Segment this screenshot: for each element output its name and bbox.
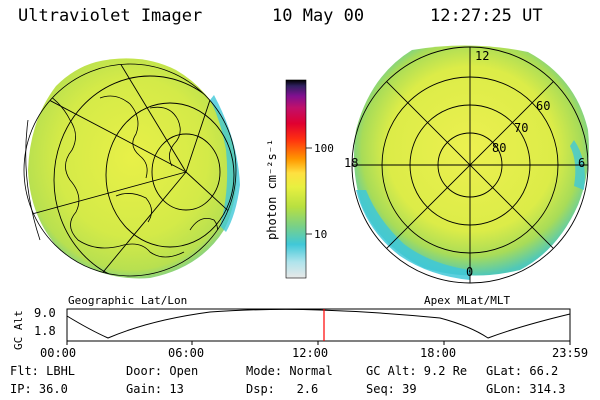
time-label: 12:27:25 UT (430, 6, 543, 26)
gc-alt-info: GC Alt: 9.2 Re (366, 364, 468, 378)
time-tick-1200: 12:00 (292, 346, 329, 360)
mlat-label-70: 70 (514, 121, 528, 135)
gc-alt-max-label: 9.0 (34, 306, 56, 320)
gain-info: Gain: 13 (126, 382, 184, 396)
mlt-label-18: 18 (344, 156, 358, 170)
mlat-mlt-polar-plot: 12 18 6 0 60 70 80 (344, 45, 589, 284)
glon-info: GLon: 314.3 (486, 382, 566, 396)
lat-lon-grid (24, 64, 236, 276)
auroral-image-right (354, 45, 589, 276)
right-panel-label: Apex MLat/MLT (424, 294, 511, 307)
filter-info: Flt: LBHL (10, 364, 76, 378)
colorbar-tick-10: 10 (314, 228, 327, 241)
time-tick-2359: 23:59 (552, 346, 589, 360)
colorbar-gradient (285, 79, 307, 279)
mlat-label-60: 60 (536, 99, 550, 113)
colorbar-unit-label: photon cm⁻²s⁻¹ (265, 139, 279, 240)
ip-info: IP: 36.0 (10, 382, 68, 396)
seq-info: Seq: 39 (366, 382, 417, 396)
gc-alt-min-label: 1.8 (34, 324, 56, 338)
date-label: 10 May 00 (272, 6, 365, 26)
colorbar-tick-100: 100 (314, 142, 334, 155)
time-tick-0600: 06:00 (168, 346, 205, 360)
mlt-label-0: 0 (466, 265, 473, 279)
gc-alt-frame (66, 308, 571, 342)
mlt-label-6: 6 (578, 156, 585, 170)
time-tick-1800: 18:00 (420, 346, 457, 360)
gc-alt-curve (66, 308, 571, 339)
geographic-map (23, 58, 240, 279)
auroral-image-left (28, 58, 237, 279)
time-tick-0000: 00:00 (40, 346, 77, 360)
mlat-label-80: 80 (492, 141, 506, 155)
instrument-title: Ultraviolet Imager (18, 6, 203, 26)
glat-info: GLat: 66.2 (486, 364, 559, 378)
gc-alt-plot: GC Alt (12, 308, 571, 350)
mode-info: Mode: Normal (246, 364, 333, 378)
gc-alt-axis-label: GC Alt (12, 310, 25, 350)
coastlines (39, 89, 218, 258)
door-info: Door: Open (126, 364, 199, 378)
dsp-info: Dsp: 2.6 (246, 382, 319, 396)
mlt-label-12: 12 (475, 49, 489, 63)
colorbar: 100 10 photon cm⁻²s⁻¹ (265, 79, 334, 279)
left-panel-label: Geographic Lat/Lon (68, 294, 188, 307)
